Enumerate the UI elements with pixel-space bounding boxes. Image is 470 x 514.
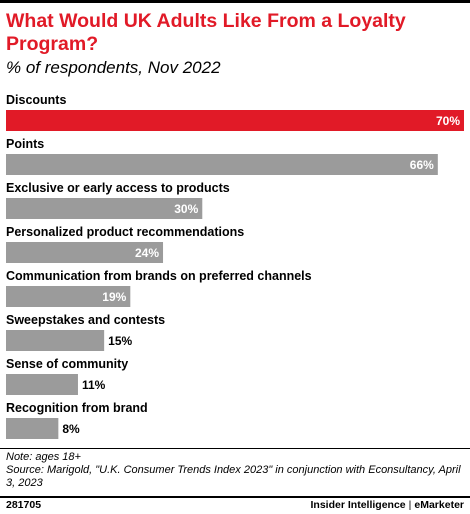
- bar: [6, 154, 438, 175]
- chart-id: 281705: [6, 499, 42, 511]
- category-label: Exclusive or early access to products: [6, 181, 230, 195]
- top-rule: [0, 0, 470, 3]
- source-text: Source: Marigold, "U.K. Consumer Trends …: [6, 464, 461, 489]
- footer-rule: [0, 448, 470, 449]
- category-label: Personalized product recommendations: [6, 225, 244, 239]
- bar-chart: Discounts 70% Points 66% Exclusive or early …: [6, 93, 464, 439]
- bar: [6, 374, 78, 395]
- category-label: Sweepstakes and contests: [6, 313, 165, 327]
- note-text: Note: ages 18+: [6, 451, 81, 463]
- value-label: 11%: [82, 378, 106, 392]
- chart-notes: Note: ages 18+ Source: Marigold, "U.K. C…: [6, 451, 464, 490]
- category-label: Recognition from brand: [6, 401, 148, 415]
- brand-credit: Insider Intelligence | eMarketer: [311, 499, 464, 511]
- footer-rule-bottom: [0, 496, 470, 498]
- value-label: 70%: [436, 114, 460, 128]
- chart-subtitle: % of respondents, Nov 2022: [6, 58, 221, 77]
- category-label: Sense of community: [6, 357, 128, 371]
- brand-insider-intelligence: Insider Intelligence: [310, 499, 406, 511]
- brand-emarketer: eMarketer: [414, 499, 464, 511]
- value-label: 19%: [102, 290, 126, 304]
- value-label: 30%: [174, 202, 198, 216]
- chart-title: What Would UK Adults Like From a Loyalty…: [6, 10, 406, 55]
- bar: [6, 418, 59, 439]
- value-label: 24%: [135, 246, 159, 260]
- category-label: Discounts: [6, 93, 66, 107]
- value-label: 15%: [108, 334, 132, 348]
- category-label: Points: [6, 137, 44, 151]
- bar: [6, 242, 164, 263]
- value-label: 8%: [62, 422, 80, 436]
- bar: [6, 198, 203, 219]
- brand-separator: |: [408, 499, 412, 511]
- bar: [6, 286, 131, 307]
- bar: [6, 110, 464, 131]
- value-label: 66%: [410, 158, 434, 172]
- bar: [6, 330, 105, 351]
- category-label: Communication from brands on preferred c…: [6, 269, 312, 283]
